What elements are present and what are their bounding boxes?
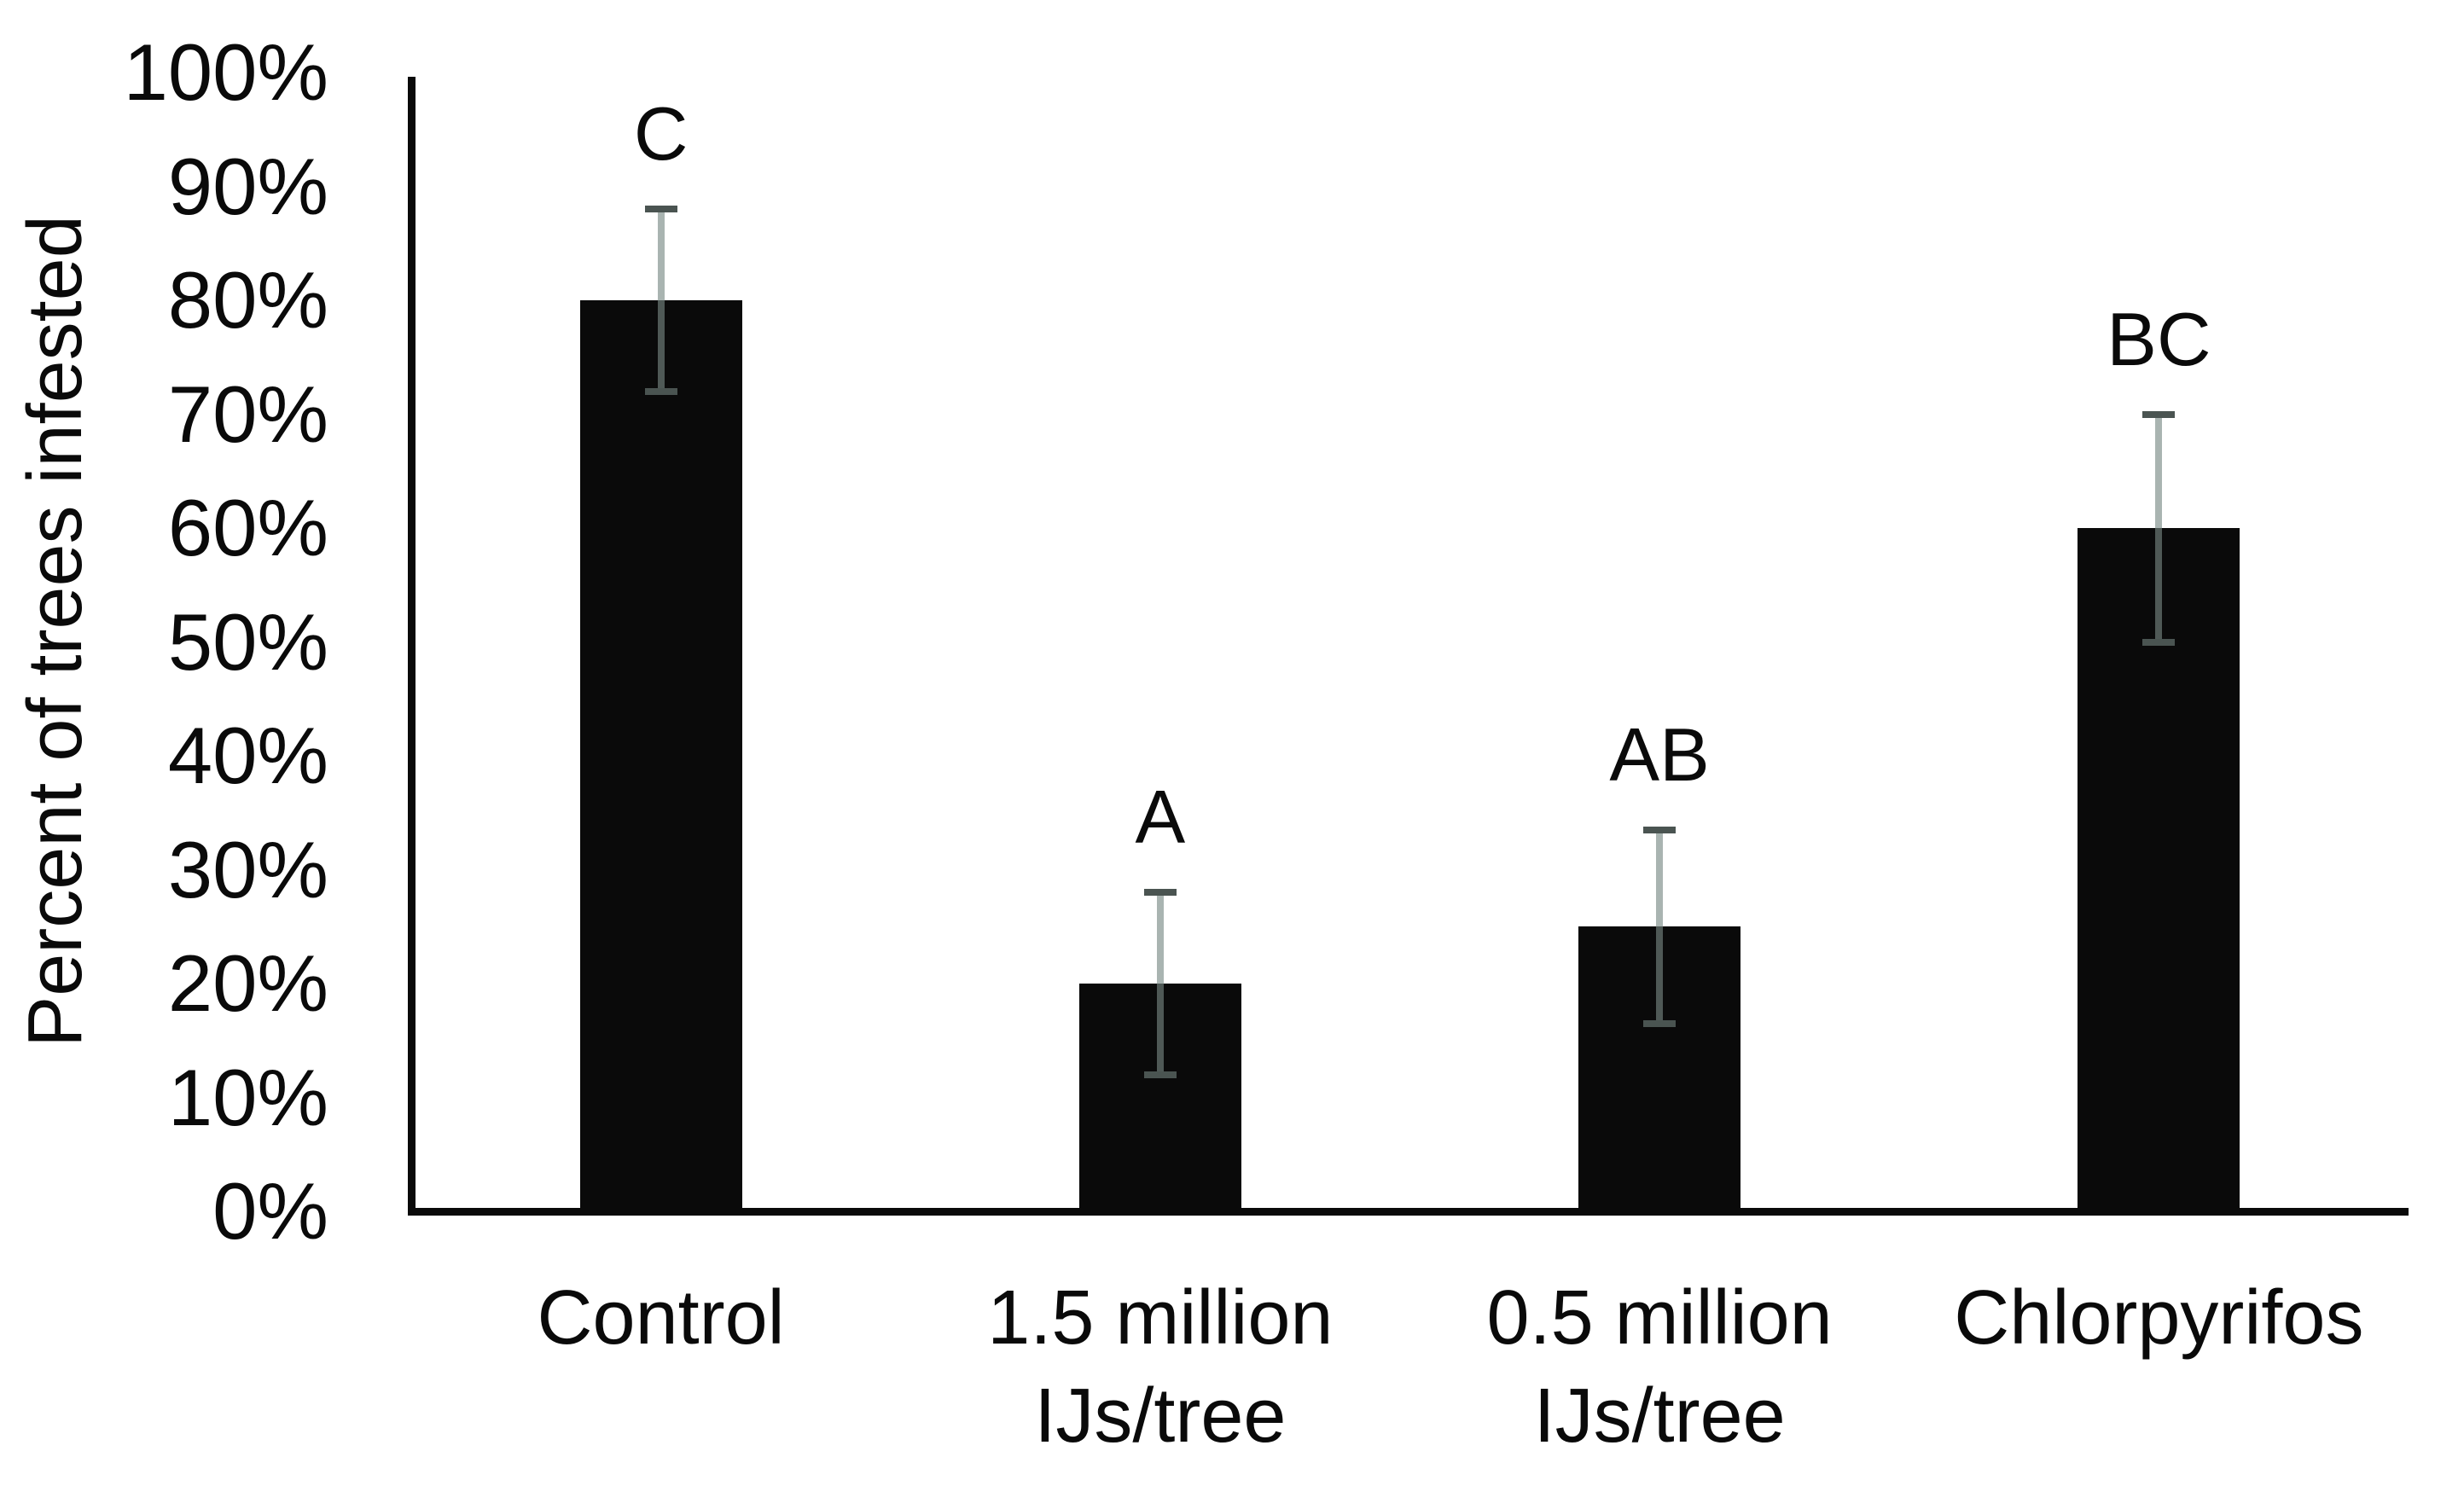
significance-letter-chlorpyrifos: BC (2107, 296, 2211, 381)
y-tick-label-60: 60% (167, 483, 328, 572)
error-bar-upper-0-5-million-ijs-tree (1656, 829, 1664, 927)
category-label-chlorpyrifos-line1: Chlorpyrifos (1954, 1275, 2364, 1361)
y-axis-title: Percent of trees infested (13, 215, 98, 1048)
x-axis-line (408, 1208, 2409, 1216)
error-bar-lower-0-5-million-ijs-tree (1656, 926, 1664, 1024)
y-tick-label-10: 10% (167, 1052, 328, 1142)
category-label-control-line1: Control (537, 1275, 785, 1361)
error-cap-top-chlorpyrifos (2142, 410, 2176, 418)
category-label-0-5-million-ijs-tree-line1: 0.5 million (1486, 1275, 1833, 1361)
y-tick-label-80: 80% (167, 255, 328, 345)
error-cap-top-1-5-million-ijs-tree (1143, 889, 1177, 897)
error-cap-bottom-chlorpyrifos (2142, 638, 2176, 646)
error-bar-lower-1-5-million-ijs-tree (1156, 984, 1164, 1075)
y-tick-label-100: 100% (123, 27, 328, 117)
significance-letter-control: C (633, 91, 689, 177)
error-cap-bottom-1-5-million-ijs-tree (1143, 1071, 1177, 1078)
y-tick-label-0: 0% (212, 1166, 328, 1256)
category-label-1-5-million-ijs-tree-line2: IJs/tree (1034, 1373, 1287, 1459)
y-tick-label-40: 40% (167, 711, 328, 800)
y-tick-label-20: 20% (167, 938, 328, 1028)
bar-control (579, 300, 742, 1211)
y-tick-label-30: 30% (167, 824, 328, 914)
error-cap-bottom-control (644, 387, 677, 395)
error-cap-bottom-0-5-million-ijs-tree (1643, 1019, 1677, 1027)
error-bar-upper-chlorpyrifos (2155, 414, 2163, 528)
error-bar-upper-control (657, 209, 665, 300)
category-label-1-5-million-ijs-tree-line1: 1.5 million (987, 1275, 1334, 1361)
error-cap-top-0-5-million-ijs-tree (1643, 826, 1677, 833)
significance-letter-1-5-million-ijs-tree: A (1135, 775, 1186, 860)
error-bar-lower-control (657, 300, 665, 392)
y-tick-label-90: 90% (167, 141, 328, 231)
y-axis-line (408, 77, 416, 1216)
error-cap-top-control (644, 206, 677, 213)
significance-letter-0-5-million-ijs-tree: AB (1609, 711, 1710, 797)
error-bar-lower-chlorpyrifos (2155, 528, 2163, 642)
category-label-0-5-million-ijs-tree-line2: IJs/tree (1533, 1373, 1786, 1459)
y-tick-label-70: 70% (167, 369, 328, 459)
y-tick-label-50: 50% (167, 596, 328, 687)
error-bar-upper-1-5-million-ijs-tree (1156, 892, 1164, 984)
